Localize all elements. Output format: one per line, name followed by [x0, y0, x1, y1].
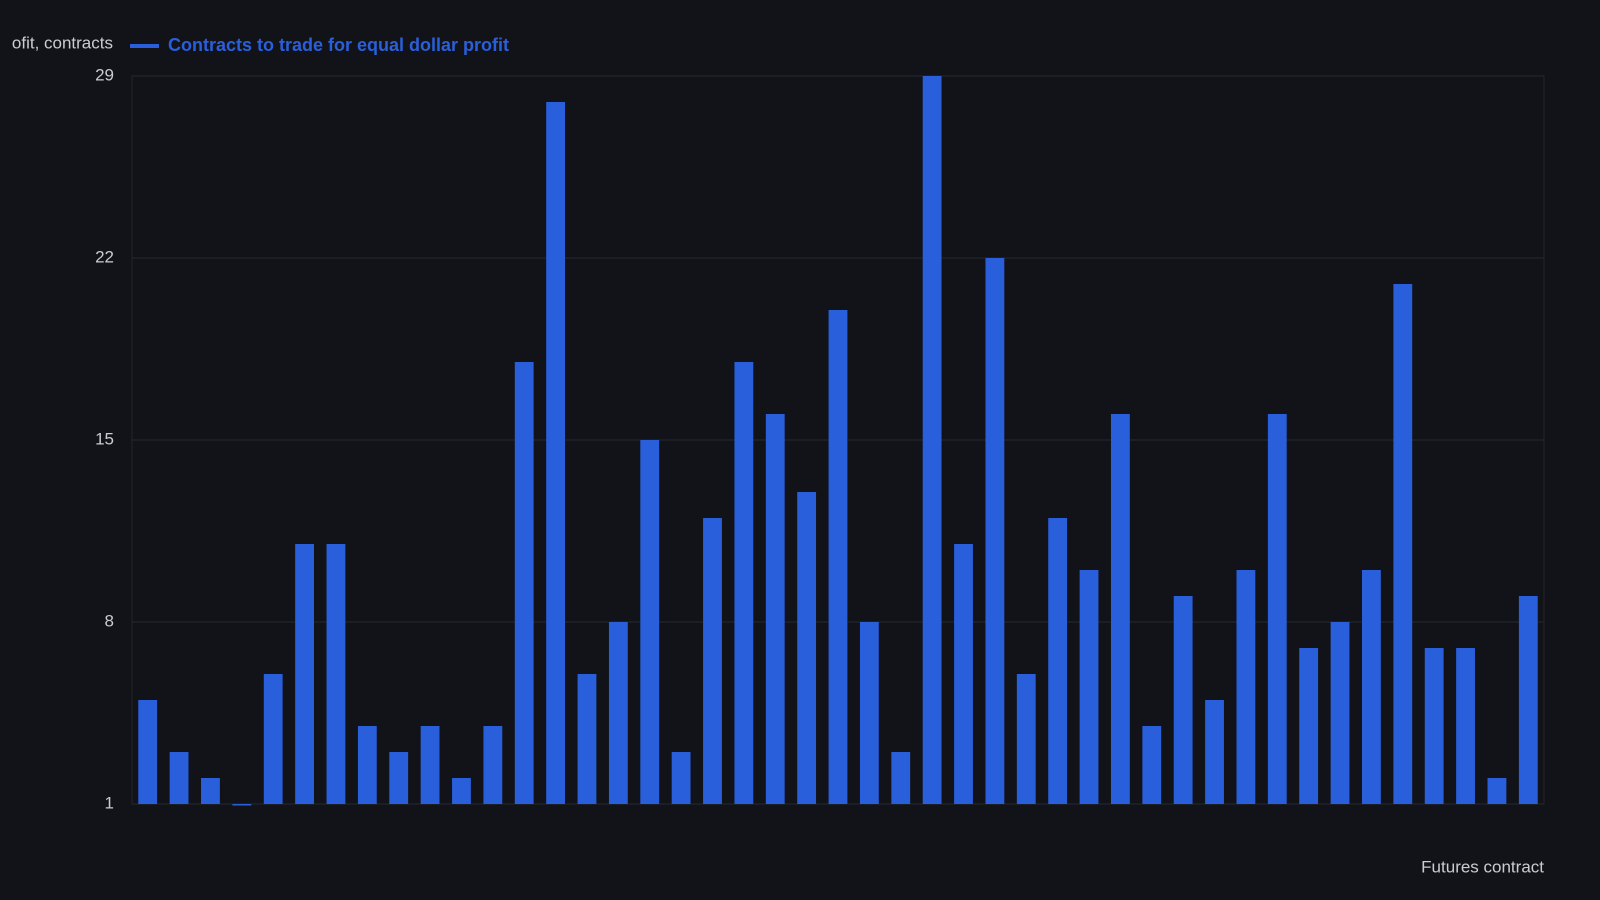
bar — [1236, 570, 1256, 804]
bar — [985, 258, 1005, 804]
bar — [295, 544, 314, 804]
y-tick-label: 1 — [105, 793, 114, 812]
bar — [1362, 570, 1381, 804]
legend-label: Contracts to trade for equal dollar prof… — [168, 35, 509, 55]
bar — [1205, 700, 1224, 804]
bar — [1518, 596, 1538, 804]
bar — [1079, 570, 1099, 804]
y-tick-label: 8 — [105, 611, 114, 630]
bar — [954, 544, 973, 804]
bar — [1393, 284, 1413, 804]
bar — [357, 726, 377, 804]
bar — [263, 674, 283, 804]
bar — [734, 362, 754, 804]
bar — [671, 752, 691, 804]
bar — [922, 76, 942, 804]
bar — [1424, 648, 1444, 804]
bar — [797, 492, 817, 804]
bar — [1456, 648, 1475, 804]
y-axis-title: ofit, contracts — [12, 33, 113, 52]
bar — [389, 752, 409, 804]
bar — [1142, 726, 1162, 804]
bar — [546, 102, 566, 804]
bar — [1173, 596, 1193, 804]
y-tick-label: 15 — [95, 429, 114, 448]
bar — [640, 440, 660, 804]
bar — [201, 778, 220, 804]
y-tick-label: 22 — [95, 247, 114, 266]
bar — [1299, 648, 1319, 804]
bar — [1487, 778, 1507, 804]
bar — [765, 414, 785, 804]
bar — [1110, 414, 1130, 804]
bar — [1267, 414, 1287, 804]
bar — [326, 544, 346, 804]
bar — [608, 622, 628, 804]
bar — [891, 752, 911, 804]
bar — [859, 622, 879, 804]
bar — [1330, 622, 1350, 804]
bar — [452, 778, 471, 804]
bar — [138, 700, 158, 804]
bar — [828, 310, 848, 804]
bar — [577, 674, 597, 804]
y-tick-label: 29 — [95, 65, 114, 84]
bar — [1048, 518, 1068, 804]
bar — [483, 726, 503, 804]
bar — [703, 518, 722, 804]
bar — [169, 752, 189, 804]
bar — [420, 726, 440, 804]
bar — [514, 362, 534, 804]
x-axis-title: Futures contract — [1421, 857, 1544, 876]
bar — [1016, 674, 1036, 804]
bar — [232, 804, 252, 806]
